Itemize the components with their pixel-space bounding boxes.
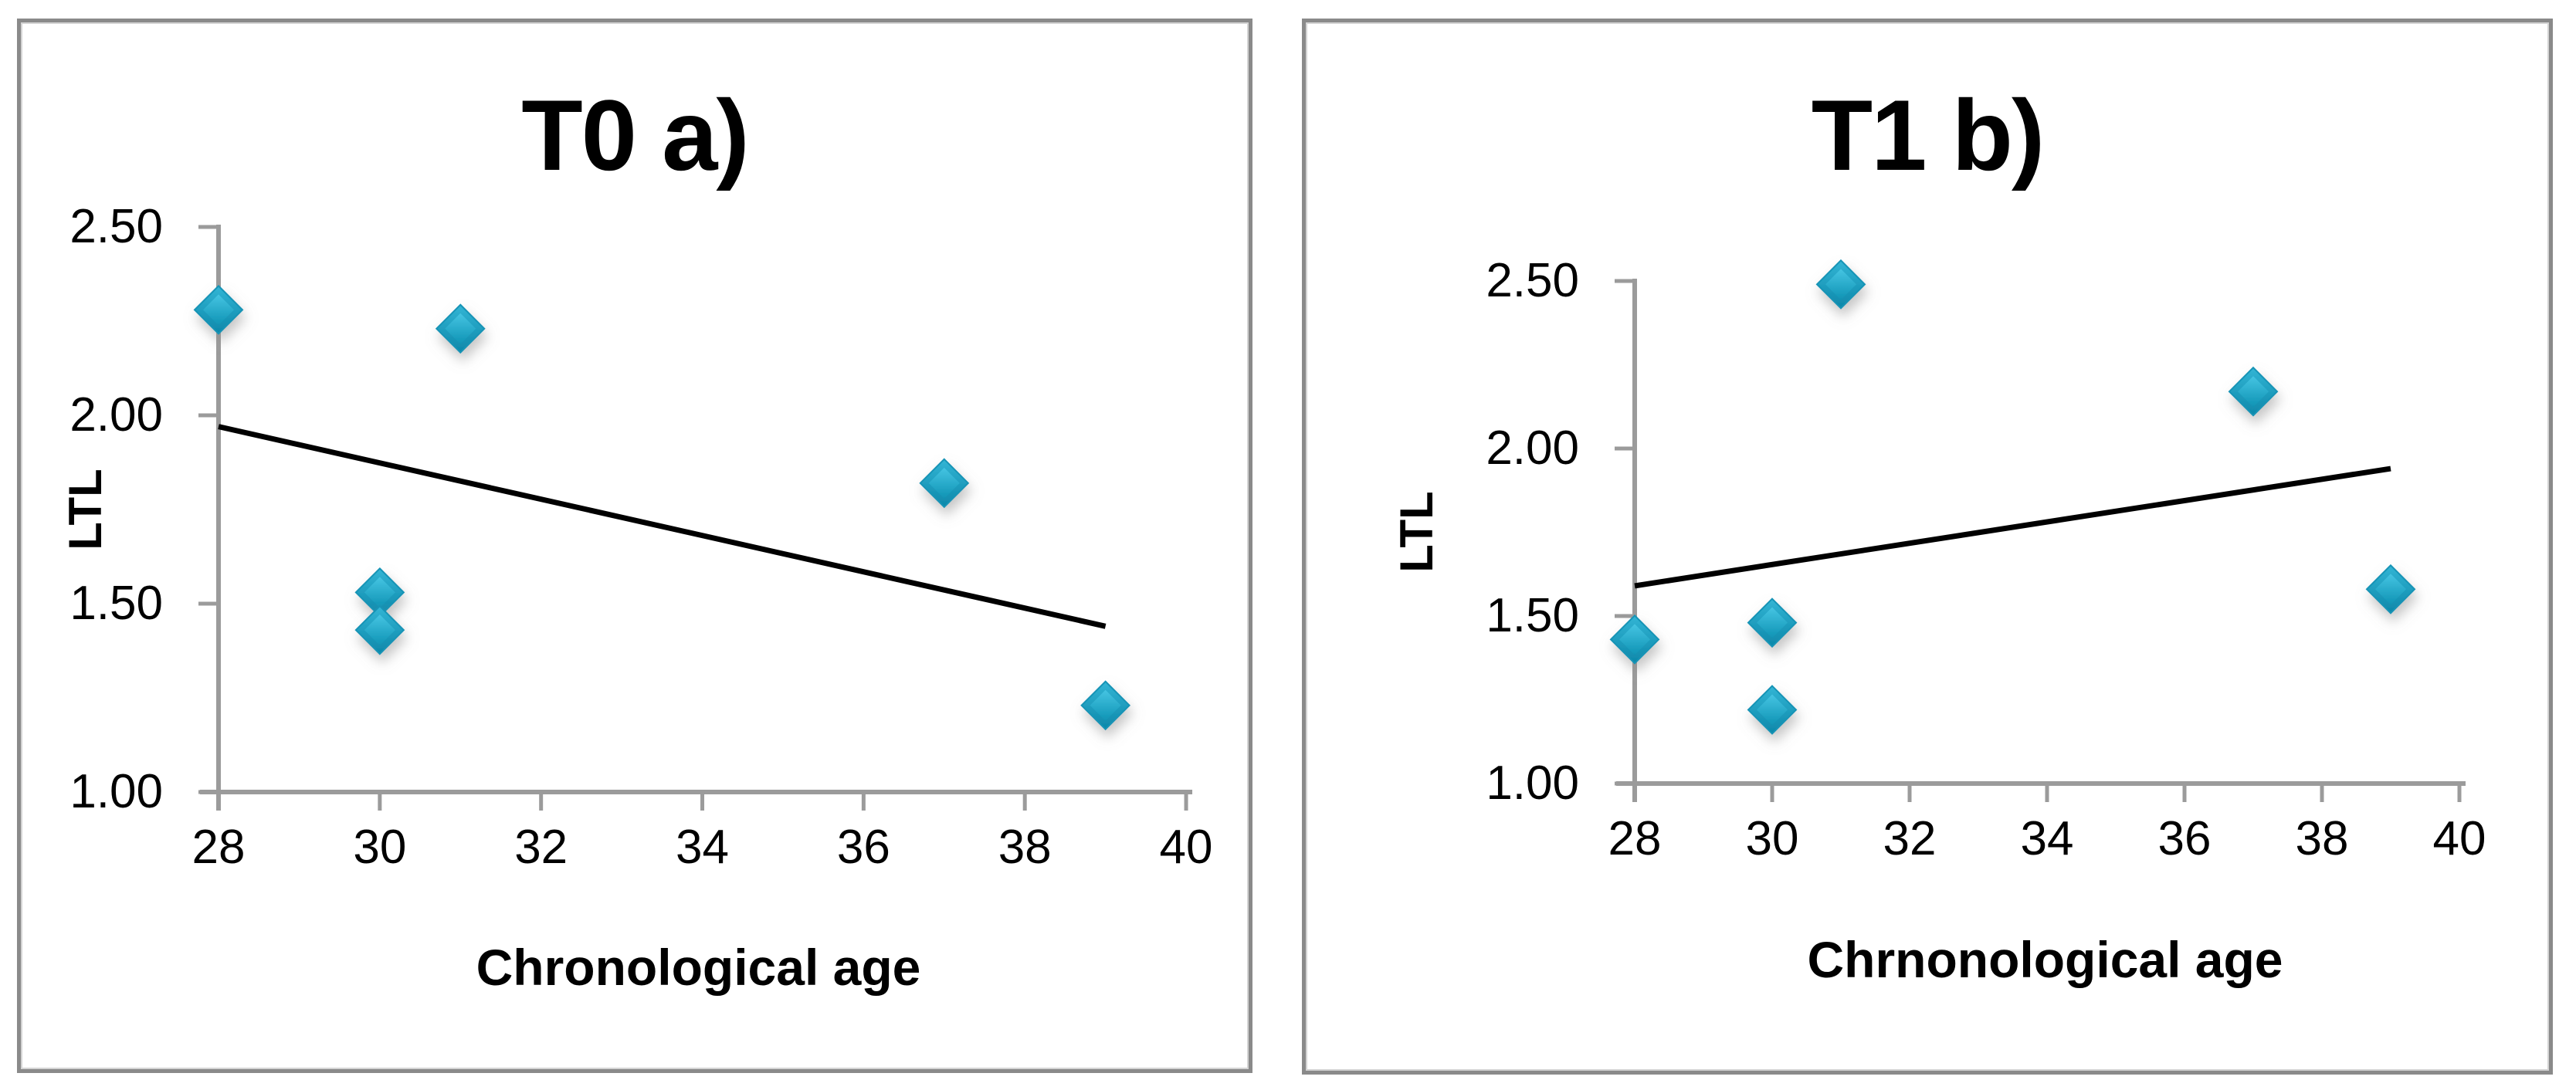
y-tick-label: 1.50 bbox=[69, 577, 163, 630]
y-tick-label: 2.50 bbox=[69, 200, 163, 253]
y-tick-label: 1.00 bbox=[1486, 757, 1579, 810]
y-tick-label: 1.50 bbox=[1486, 589, 1579, 642]
data-point-marker bbox=[1747, 685, 1798, 735]
data-point-marker bbox=[1815, 259, 1866, 310]
data-point-marker bbox=[2365, 564, 2416, 614]
data-point-marker bbox=[354, 604, 405, 655]
scatter-plot bbox=[1609, 259, 2466, 802]
data-point-marker bbox=[435, 303, 486, 354]
trendline bbox=[218, 424, 1107, 629]
chart-title: T1 b) bbox=[1811, 79, 2046, 191]
scatter-chart-panel-t1: T1 b) LTL Chrnonological age 1.00 1.50 2.0… bbox=[1302, 19, 2553, 1075]
y-tick-label: 2.00 bbox=[1486, 421, 1579, 475]
scatter-plot bbox=[193, 225, 1193, 811]
x-tick-label: 36 bbox=[2157, 812, 2212, 865]
y-tick-label: 2.00 bbox=[69, 388, 163, 442]
x-tick-label: 28 bbox=[192, 821, 246, 874]
chart-title: T0 a) bbox=[521, 79, 749, 191]
x-tick-label: 32 bbox=[1883, 812, 1937, 865]
x-axis-title: Chronological age bbox=[476, 939, 921, 996]
x-tick-label: 30 bbox=[353, 821, 407, 874]
data-point-marker bbox=[1080, 680, 1131, 731]
data-point-marker bbox=[1609, 614, 1660, 665]
x-tick-label: 38 bbox=[998, 821, 1052, 874]
data-point-marker bbox=[193, 284, 244, 335]
x-tick-label: 34 bbox=[676, 821, 729, 874]
y-tick-label: 2.50 bbox=[1486, 254, 1579, 307]
x-tick-label: 30 bbox=[1745, 812, 1799, 865]
x-tick-label: 40 bbox=[1159, 821, 1213, 874]
x-tick-label: 34 bbox=[2020, 812, 2074, 865]
trendline bbox=[1634, 465, 2391, 589]
scatter-chart-panel-t0: T0 a) LTL Chronological age 1.00 1.50 2.00… bbox=[17, 19, 1252, 1073]
data-point-marker bbox=[1747, 597, 1798, 648]
y-tick-label: 1.00 bbox=[69, 765, 163, 818]
data-point-marker bbox=[919, 458, 970, 509]
x-axis-title: Chrnonological age bbox=[1807, 931, 2283, 988]
x-tick-label: 36 bbox=[836, 821, 890, 874]
x-tick-label: 32 bbox=[514, 821, 568, 874]
x-tick-label: 40 bbox=[2432, 812, 2486, 865]
x-tick-label: 28 bbox=[1608, 812, 1662, 865]
x-tick-label: 38 bbox=[2295, 812, 2349, 865]
data-point-marker bbox=[2228, 366, 2279, 417]
